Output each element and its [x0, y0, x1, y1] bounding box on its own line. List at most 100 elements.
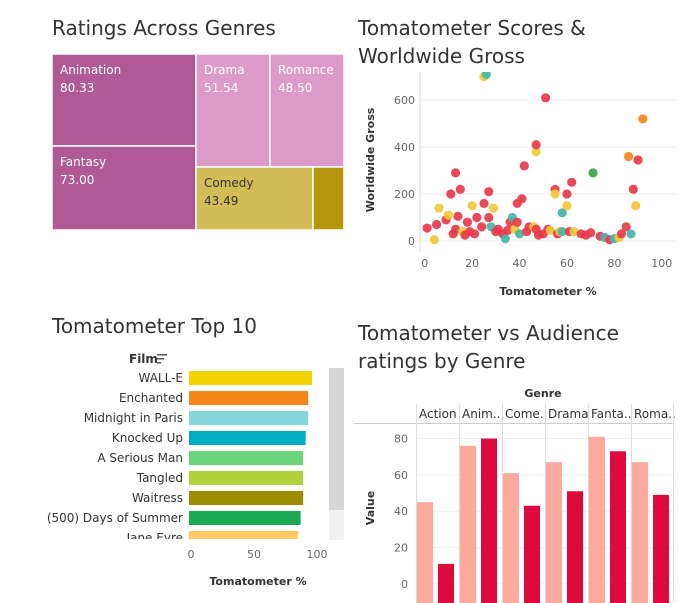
treemap-cell-label-animation: Animation: [60, 63, 121, 77]
genre-y-tick: 40: [394, 505, 408, 518]
treemap-cell-comedy: [195, 166, 314, 230]
treemap-cell-fantasy: [52, 145, 197, 230]
scatter-point: [434, 203, 444, 213]
scatter-x-tick: 80: [607, 257, 621, 270]
scatter-point: [567, 177, 577, 187]
scatter-point: [484, 187, 494, 197]
top10-film-label: Waitress: [132, 491, 183, 505]
treemap-cell-label-romance: Romance: [278, 63, 334, 77]
scatter-point: [616, 229, 627, 239]
genre-bar-tomatometer: [460, 445, 476, 603]
scatter-point: [455, 184, 465, 194]
scatter-point: [481, 72, 491, 79]
scatter-y-tick: 0: [408, 235, 415, 248]
top10-film-label: Jane Eyre: [126, 531, 183, 545]
scatter-point: [623, 151, 634, 162]
genre-title-line2: ratings by Genre: [358, 349, 526, 373]
scatter-title-line1: Tomatometer Scores &: [358, 16, 586, 40]
scatter-point: [562, 189, 572, 199]
genre-bar-audience: [610, 451, 626, 603]
scatter-x-tick: 40: [513, 257, 527, 270]
genre-y-label: Value: [364, 491, 377, 525]
scatter-point: [422, 223, 432, 233]
top10-bar: [189, 451, 304, 465]
top10-bar: [189, 491, 304, 505]
scatter-point: [450, 168, 461, 178]
scatter-point: [514, 229, 525, 239]
treemap-cell-value-comedy: 43.49: [204, 194, 238, 208]
scatter-title: Tomatometer Scores & Worldwide Gross: [358, 14, 586, 70]
treemap-cell-value-drama: 51.54: [204, 81, 238, 95]
scatter-point: [586, 228, 596, 238]
top10-film-label: Tangled: [136, 471, 183, 485]
scatter-title-line2: Worldwide Gross: [358, 44, 525, 68]
scatter-point: [512, 217, 522, 227]
genre-category-label: Action: [419, 407, 457, 421]
top10-bar: [189, 371, 312, 385]
top10-bar: [189, 411, 309, 425]
treemap-chart: Animation 80.33 Fantasy 73.00 Drama 51.54 Roma…: [52, 54, 344, 230]
genre-category-label: Roma..: [634, 407, 676, 421]
scatter-point: [446, 189, 456, 199]
scatter-point: [531, 147, 541, 157]
genre-bar-tomatometer: [632, 462, 648, 603]
treemap-cell-value-romance: 48.50: [278, 81, 312, 95]
scatter-point: [562, 201, 572, 211]
scatter-y-tick: 200: [394, 188, 415, 201]
scatter-point: [517, 194, 527, 204]
genre-category-label: Come..: [505, 407, 547, 421]
genre-bar-audience: [567, 491, 583, 603]
scatter-y-tick: 400: [394, 141, 415, 154]
genre-bar-tomatometer: [546, 462, 562, 603]
scatter-point: [429, 235, 439, 245]
top10-x-tick: 50: [247, 548, 261, 561]
top10-film-label: Knocked Up: [112, 431, 183, 445]
scatter-x-label: Tomatometer %: [499, 285, 596, 298]
scatter-point: [557, 226, 567, 237]
sort-icon[interactable]: [157, 354, 167, 364]
top10-column-header: Film: [129, 352, 158, 366]
treemap-cell-value-animation: 80.33: [60, 81, 94, 95]
scatter-point: [472, 212, 482, 223]
treemap-cell-label-drama: Drama: [204, 63, 245, 77]
top10-bar: [189, 471, 304, 485]
scatter-point: [462, 217, 473, 227]
top10-bars: WALL-E Enchanted Midnight in Paris Knocked …: [47, 371, 312, 545]
scatter-point: [503, 225, 513, 235]
top10-bar: [189, 391, 309, 405]
genre-category-label: Fanta..: [591, 407, 631, 421]
scatter-point: [569, 226, 579, 237]
treemap-cell-other: [312, 166, 344, 230]
scatter-point: [484, 212, 494, 223]
top10-bar: [189, 511, 301, 525]
genre-bar-tomatometer: [503, 473, 519, 603]
scatter-point: [638, 114, 648, 124]
top10-film-label: (500) Days of Summer: [47, 511, 183, 525]
top10-x-label: Tomatometer %: [209, 575, 306, 588]
scatter-point: [633, 155, 643, 165]
scatter-point: [443, 210, 454, 220]
scatter-point: [557, 208, 567, 218]
scatter-point: [631, 201, 641, 211]
scatter-y-label: Worldwide Gross: [364, 107, 377, 212]
top10-title: Tomatometer Top 10: [52, 314, 257, 338]
scatter-point: [588, 168, 598, 178]
genre-y-tick: 20: [394, 542, 408, 555]
scatter-y-tick: 600: [394, 94, 415, 107]
top10-film-label: Enchanted: [119, 391, 183, 405]
treemap-cell-romance: [269, 54, 344, 168]
scatter-point: [450, 224, 461, 234]
top10-x-tick: 0: [188, 548, 195, 561]
scatter-x-tick: 0: [421, 257, 428, 270]
genre-y-tick: 0: [401, 578, 408, 591]
genre-category-label: Drama: [548, 407, 589, 421]
top10-scrollbar-thumb[interactable]: [329, 368, 344, 510]
scatter-chart: 0 200 400 600 0 20 40 60 80 100 Tomatometer % World…: [364, 72, 676, 298]
treemap-cell-value-fantasy: 73.00: [60, 173, 94, 187]
top10-chart: Film WALL-E Enchanted Midnight in Paris Knoc…: [47, 352, 344, 588]
top10-film-label: WALL-E: [139, 371, 184, 385]
top10-bar: [189, 431, 306, 445]
scatter-point: [550, 189, 560, 199]
genre-title: Tomatometer vs Audience ratings by Genre: [358, 319, 619, 375]
scatter-point: [479, 198, 489, 209]
